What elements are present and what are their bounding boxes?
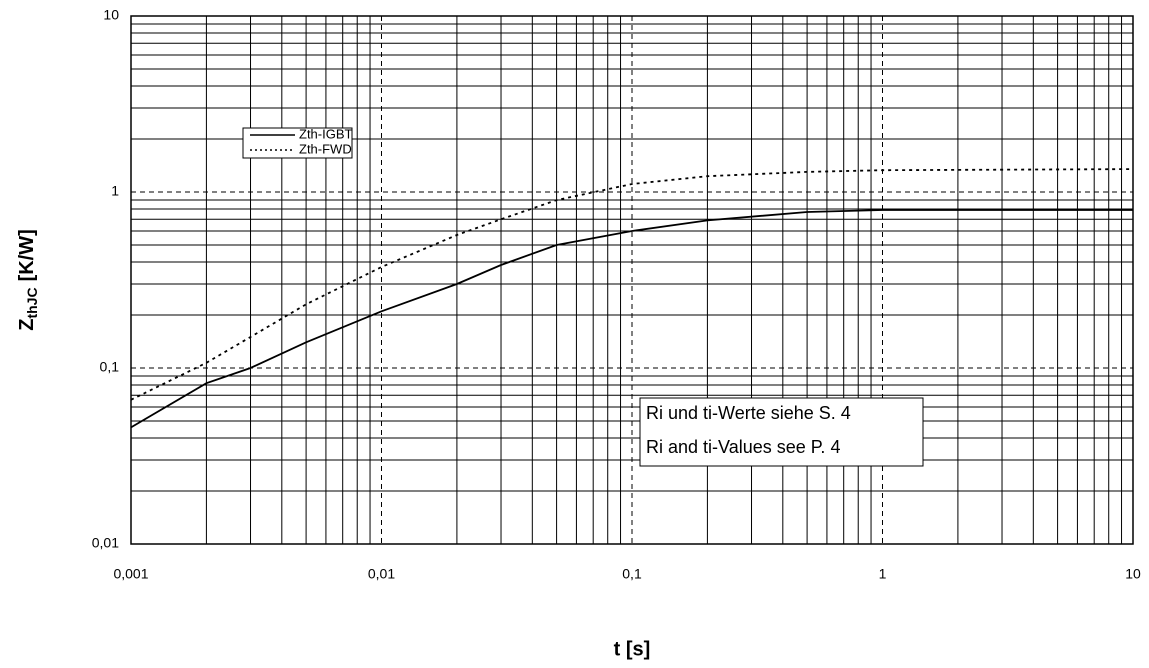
y-title-sub: thJC [24, 287, 40, 318]
x-tick-label: 0,001 [113, 566, 148, 582]
y-title-main: Z [16, 319, 38, 331]
legend-label: Zth-FWD [299, 141, 352, 156]
y-tick-label: 1 [111, 183, 119, 199]
series-line [130, 209, 1133, 429]
y-axis-title: ZthJC [K/W] [16, 229, 39, 331]
grid [130, 15, 1134, 545]
annotation-box [639, 397, 924, 467]
series-line [130, 168, 1134, 401]
y-tick-label: 0,1 [100, 359, 120, 375]
legend-box [242, 127, 353, 159]
annotation-text: Ri and ti-Values see P. 4 [646, 437, 840, 457]
legend-label: Zth-IGBT [299, 126, 353, 141]
x-tick-label: 0,01 [368, 566, 395, 582]
legend: Zth-IGBT Zth-FWD [242, 126, 353, 159]
x-tick-label: 10 [1125, 566, 1141, 582]
annotation: Ri und ti-Werte siehe S. 4 Ri and ti-Val… [639, 397, 924, 467]
x-axis-title: t [s] [614, 638, 651, 660]
plot-frame [130, 15, 1134, 545]
annotation-text: Ri und ti-Werte siehe S. 4 [646, 403, 851, 423]
y-title-unit: [K/W] [16, 229, 38, 281]
y-tick-label: 10 [103, 7, 119, 23]
lines [130, 168, 1134, 429]
x-tick-label: 1 [879, 566, 887, 582]
x-tick-label: 0,1 [622, 566, 642, 582]
y-tick-label: 0,01 [92, 535, 119, 551]
